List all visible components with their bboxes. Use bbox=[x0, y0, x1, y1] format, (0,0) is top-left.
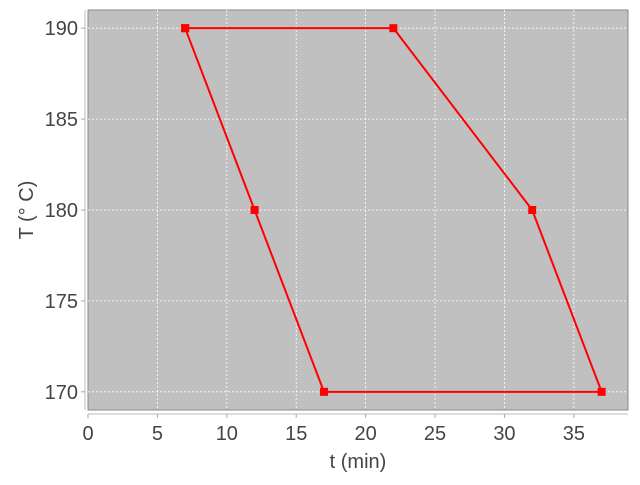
y-tick-label: 170 bbox=[45, 382, 78, 404]
series bbox=[181, 24, 606, 396]
data-point bbox=[389, 24, 398, 33]
x-tick-label: 30 bbox=[493, 423, 515, 445]
x-tick-label: 5 bbox=[152, 423, 163, 445]
data-point bbox=[319, 387, 328, 396]
x-tick-label: 0 bbox=[82, 423, 93, 445]
x-tick-label: 15 bbox=[285, 423, 307, 445]
data-point bbox=[181, 24, 190, 33]
data-point bbox=[528, 206, 537, 214]
y-tick-label: 185 bbox=[45, 109, 78, 131]
y-axis-label: T (° C) bbox=[16, 181, 38, 240]
x-axis-label: t (min) bbox=[330, 451, 387, 473]
x-tick-label: 25 bbox=[424, 423, 446, 445]
y-tick-label: 190 bbox=[45, 18, 78, 40]
x-tick-label: 35 bbox=[563, 423, 585, 445]
data-point bbox=[250, 206, 259, 214]
data-point bbox=[597, 387, 606, 396]
ticks: 0 5 10 15 20 25 30 35 170 175 180 185 190 bbox=[45, 18, 585, 445]
x-tick-label: 20 bbox=[355, 423, 377, 445]
x-tick-label: 10 bbox=[216, 423, 238, 445]
y-tick-label: 175 bbox=[45, 291, 78, 313]
y-tick-label: 180 bbox=[45, 200, 78, 222]
